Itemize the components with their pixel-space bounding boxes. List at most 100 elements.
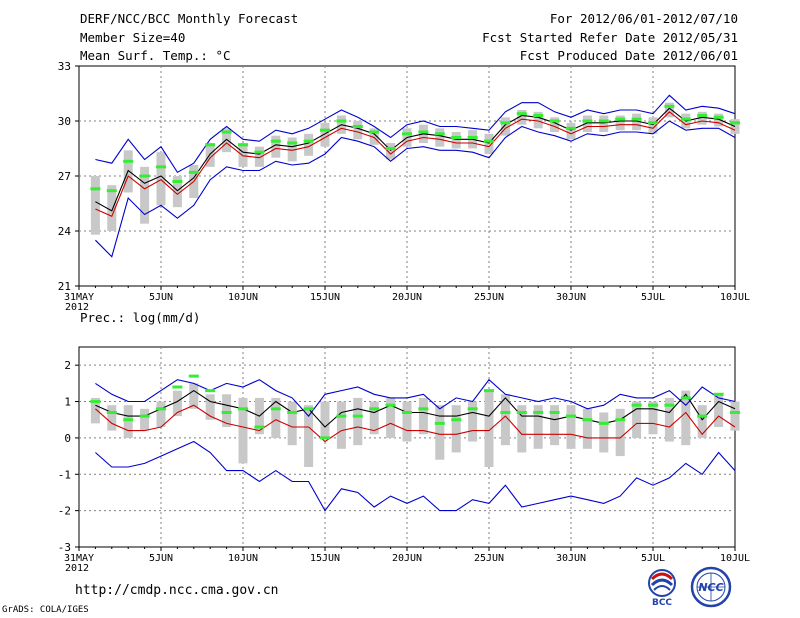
bcc-logo-text: BCC xyxy=(652,598,672,607)
spread-bar xyxy=(714,394,724,427)
observed-tick xyxy=(188,170,199,174)
x-tick-label: 5JUN xyxy=(149,292,173,303)
spread-bar xyxy=(648,117,658,134)
spread-bar xyxy=(140,408,150,431)
spread-bar xyxy=(254,146,264,167)
observed-tick xyxy=(434,132,445,136)
x-tick-label: 10JUN xyxy=(228,292,258,303)
spread-bar xyxy=(304,133,314,156)
fcst-produced-label: Fcst Produced Date 2012/06/01 xyxy=(519,48,738,63)
spread-bar xyxy=(664,102,674,118)
x-year-label: 2012 xyxy=(65,563,89,574)
observed-tick xyxy=(205,143,216,147)
observed-tick xyxy=(648,121,658,125)
spread-bar xyxy=(287,137,297,162)
observed-tick xyxy=(434,421,445,425)
observed-tick xyxy=(238,143,248,147)
observed-tick xyxy=(402,410,412,414)
spread-bar xyxy=(500,117,510,136)
member-size-label: Member Size=40 xyxy=(80,30,186,45)
spread-bar xyxy=(222,128,232,153)
spread-bar xyxy=(566,122,576,140)
y-tick-label: 0 xyxy=(64,432,71,445)
observed-tick xyxy=(303,407,314,411)
observed-tick xyxy=(270,139,281,143)
spread-bar xyxy=(189,383,199,409)
spread-bar xyxy=(140,166,150,224)
x-tick-label: 25JUN xyxy=(474,292,504,303)
spread-bar xyxy=(697,405,707,438)
observed-tick xyxy=(697,114,708,117)
spread-bar xyxy=(353,397,363,446)
spread-bar xyxy=(648,401,658,435)
spread-bar xyxy=(615,408,625,457)
spread-bar xyxy=(287,401,297,446)
observed-tick xyxy=(713,115,724,119)
spread-bar xyxy=(533,405,543,449)
y-tick-label: 2 xyxy=(64,359,71,372)
observed-tick xyxy=(172,385,183,389)
x-tick-label: 25JUN xyxy=(474,553,504,564)
observed-tick xyxy=(139,414,150,418)
observed-tick xyxy=(697,414,708,418)
x-tick-label: 20JUN xyxy=(392,292,422,303)
spread-bar xyxy=(451,405,461,453)
observed-tick xyxy=(352,125,363,128)
observed-tick xyxy=(418,130,429,134)
observed-tick xyxy=(484,139,494,143)
spread-bar xyxy=(418,397,428,435)
spread-bar xyxy=(615,115,625,131)
observed-tick xyxy=(106,410,117,414)
observed-tick xyxy=(303,139,314,143)
observed-tick xyxy=(730,121,740,125)
footer-url[interactable]: http://cmdp.ncc.cma.gov.cn xyxy=(75,583,279,598)
spread-bar xyxy=(566,405,576,449)
series-line-mean xyxy=(95,107,736,212)
observed-tick xyxy=(172,180,183,183)
series-line-mean xyxy=(95,389,736,428)
observed-tick xyxy=(680,396,691,400)
spread-bar xyxy=(517,110,527,125)
spread-bar xyxy=(238,143,248,167)
spread-bar xyxy=(468,401,478,442)
observed-tick xyxy=(516,112,527,116)
observed-tick xyxy=(320,436,330,440)
fcst-started-label: Fcst Started Refer Date 2012/05/31 xyxy=(482,30,738,45)
observed-tick xyxy=(500,410,511,414)
observed-tick xyxy=(238,407,248,411)
spread-bar xyxy=(435,128,445,147)
observed-tick xyxy=(336,414,347,418)
spread-bar xyxy=(681,390,691,446)
observed-tick xyxy=(467,136,478,139)
observed-tick xyxy=(598,119,609,123)
observed-tick xyxy=(566,126,576,130)
variable-label: Mean Surf. Temp.: °C xyxy=(80,48,231,63)
observed-tick xyxy=(549,119,560,123)
x-tick-label: 5JUN xyxy=(149,553,173,564)
observed-tick xyxy=(254,150,265,154)
spread-bar xyxy=(90,397,100,424)
spread-bar xyxy=(500,394,510,446)
observed-tick xyxy=(549,410,560,414)
spread-bar xyxy=(205,394,215,420)
spread-bar xyxy=(271,397,281,438)
observed-tick xyxy=(533,410,544,414)
spread-bar xyxy=(697,111,707,125)
observed-tick xyxy=(664,104,675,108)
x-tick-label: 5JUL xyxy=(641,553,665,564)
observed-tick xyxy=(90,187,101,191)
spread-bar xyxy=(156,401,166,427)
y-tick-label: 30 xyxy=(58,115,71,128)
x-tick-label: 5JUL xyxy=(641,292,665,303)
bcc-logo-icon: BCC xyxy=(648,569,676,607)
spread-bar xyxy=(222,394,232,427)
observed-tick xyxy=(336,119,347,123)
y-tick-label: -1 xyxy=(58,468,71,481)
observed-tick xyxy=(221,410,232,414)
series-line-min xyxy=(95,440,736,512)
observed-tick xyxy=(139,174,150,178)
observed-tick xyxy=(352,414,363,418)
observed-tick xyxy=(615,418,626,422)
observed-tick xyxy=(631,403,642,407)
spread-bar xyxy=(632,401,642,438)
